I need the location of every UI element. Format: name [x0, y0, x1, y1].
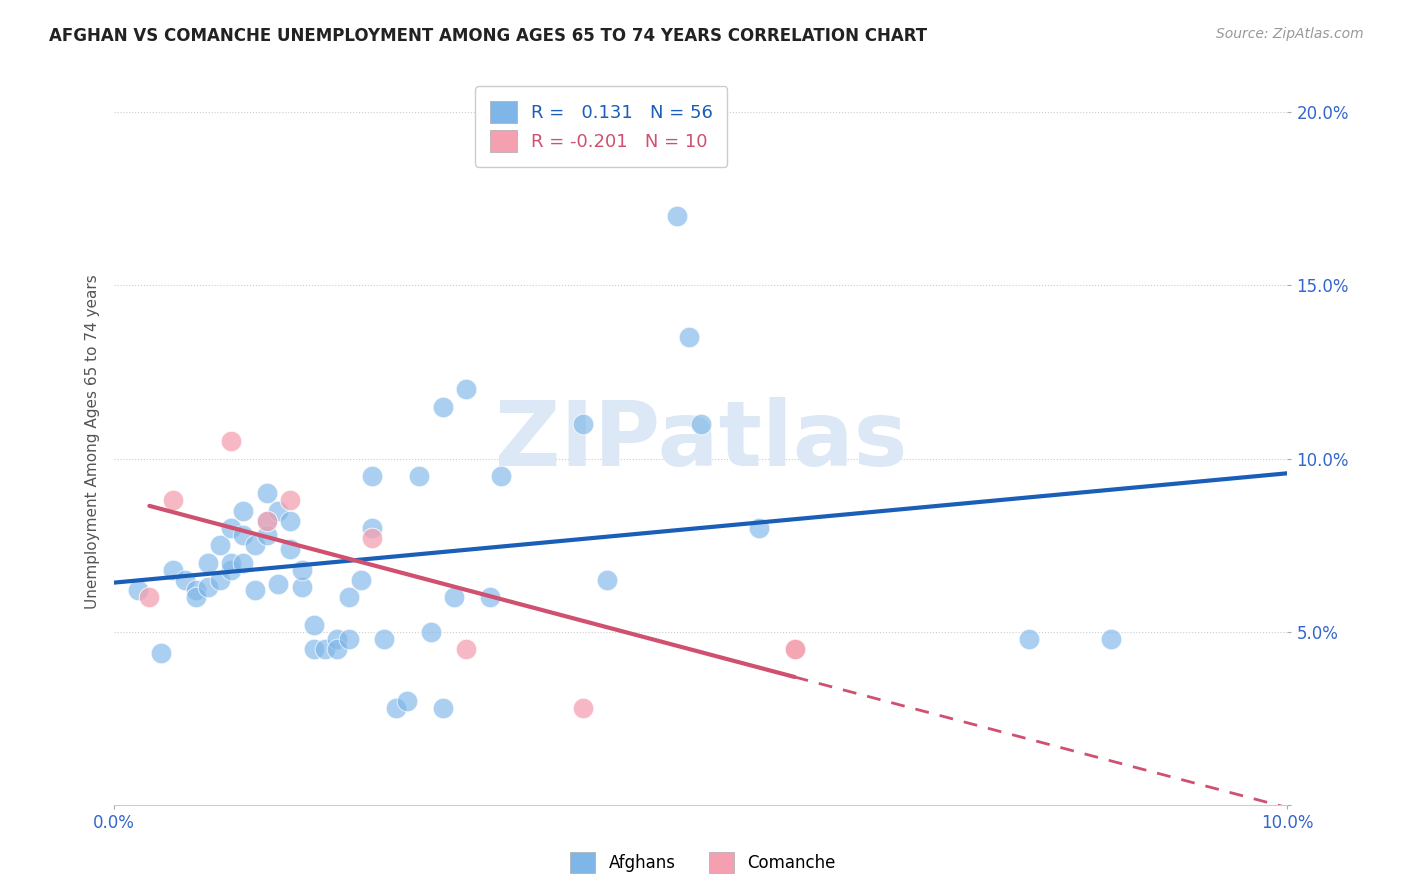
Point: [314, 642, 336, 657]
Point: [291, 563, 314, 577]
Point: [396, 694, 419, 708]
Point: [150, 646, 173, 660]
Point: [783, 642, 806, 657]
Text: AFGHAN VS COMANCHE UNEMPLOYMENT AMONG AGES 65 TO 74 YEARS CORRELATION CHART: AFGHAN VS COMANCHE UNEMPLOYMENT AMONG AG…: [49, 27, 928, 45]
Point: [138, 591, 160, 605]
Point: [232, 504, 254, 518]
Point: [572, 417, 595, 431]
Point: [337, 632, 360, 646]
Point: [1018, 632, 1040, 646]
Point: [361, 532, 384, 546]
Point: [349, 573, 371, 587]
Point: [302, 642, 325, 657]
Point: [678, 330, 700, 344]
Point: [666, 209, 689, 223]
Point: [337, 591, 360, 605]
Point: [361, 521, 384, 535]
Point: [478, 591, 501, 605]
Point: [1099, 632, 1122, 646]
Point: [432, 701, 454, 715]
Point: [208, 573, 231, 587]
Point: [291, 580, 314, 594]
Point: [256, 528, 278, 542]
Point: [326, 642, 349, 657]
Text: Source: ZipAtlas.com: Source: ZipAtlas.com: [1216, 27, 1364, 41]
Point: [748, 521, 770, 535]
Point: [256, 514, 278, 528]
Legend: Afghans, Comanche: Afghans, Comanche: [564, 846, 842, 880]
Point: [197, 580, 219, 594]
Point: [267, 576, 290, 591]
Point: [278, 493, 301, 508]
Point: [267, 504, 290, 518]
Point: [208, 538, 231, 552]
Point: [689, 417, 711, 431]
Point: [456, 642, 478, 657]
Point: [361, 469, 384, 483]
Point: [243, 538, 266, 552]
Point: [221, 563, 243, 577]
Point: [186, 591, 208, 605]
Point: [162, 493, 184, 508]
Legend: R =   0.131   N = 56, R = -0.201   N = 10: R = 0.131 N = 56, R = -0.201 N = 10: [475, 87, 727, 167]
Point: [326, 632, 349, 646]
Point: [596, 573, 619, 587]
Point: [373, 632, 395, 646]
Point: [432, 400, 454, 414]
Point: [278, 541, 301, 556]
Point: [302, 618, 325, 632]
Point: [256, 514, 278, 528]
Point: [456, 383, 478, 397]
Point: [278, 514, 301, 528]
Point: [419, 625, 441, 640]
Point: [783, 642, 806, 657]
Point: [173, 573, 195, 587]
Point: [572, 701, 595, 715]
Point: [491, 469, 513, 483]
Point: [384, 701, 406, 715]
Point: [232, 556, 254, 570]
Point: [162, 563, 184, 577]
Point: [243, 583, 266, 598]
Point: [221, 556, 243, 570]
Point: [443, 591, 465, 605]
Point: [197, 556, 219, 570]
Point: [256, 486, 278, 500]
Point: [408, 469, 430, 483]
Y-axis label: Unemployment Among Ages 65 to 74 years: Unemployment Among Ages 65 to 74 years: [86, 274, 100, 608]
Point: [232, 528, 254, 542]
Point: [221, 434, 243, 449]
Text: ZIPatlas: ZIPatlas: [495, 398, 907, 485]
Point: [186, 583, 208, 598]
Point: [221, 521, 243, 535]
Point: [127, 583, 149, 598]
